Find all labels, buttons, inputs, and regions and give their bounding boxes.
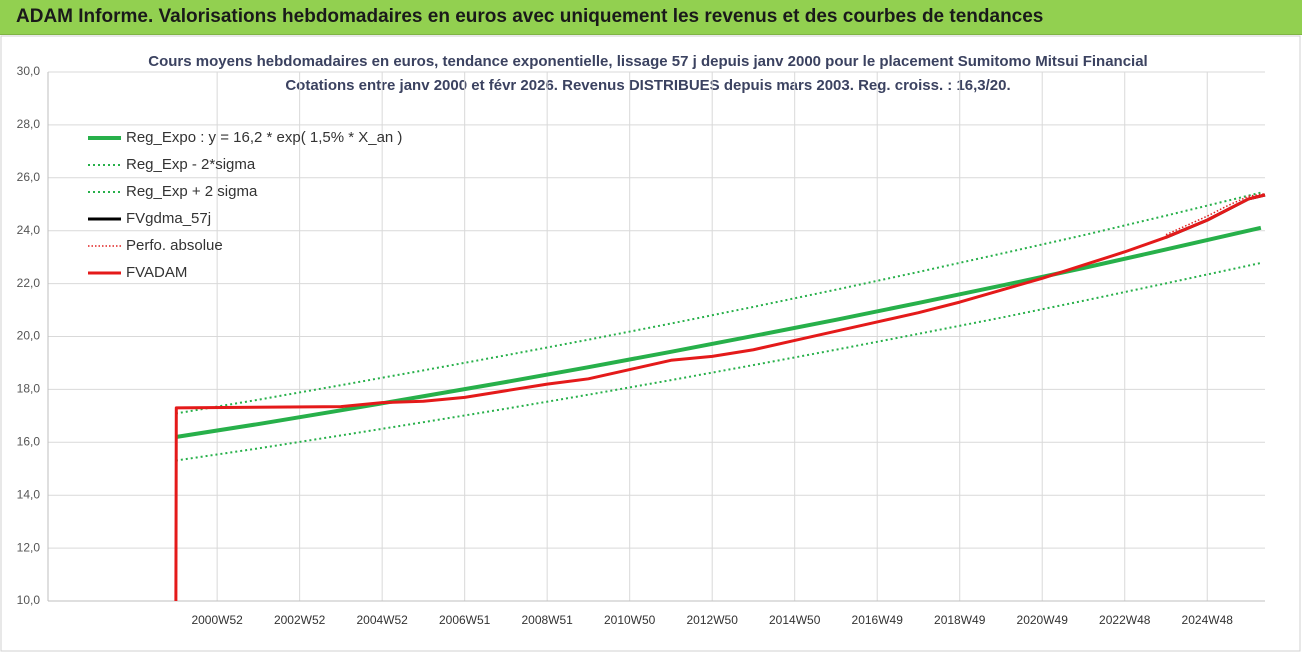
x-tick-label: 2000W52: [191, 613, 243, 627]
x-tick-label: 2020W49: [1017, 613, 1069, 627]
x-tick-label: 2004W52: [356, 613, 408, 627]
header-bar: ADAM Informe. Valorisations hebdomadaire…: [0, 0, 1302, 35]
legend-label: Reg_Exp - 2*sigma: [126, 156, 256, 173]
series-line: [174, 193, 1266, 602]
x-tick-label: 2010W50: [604, 613, 656, 627]
y-tick-label: 20,0: [17, 329, 41, 343]
chart-subtitle: Cotations entre janv 2000 et févr 2026. …: [285, 77, 1010, 94]
x-tick-label: 2008W51: [521, 613, 573, 627]
y-tick-label: 14,0: [17, 487, 41, 501]
y-tick-label: 26,0: [17, 170, 41, 184]
y-tick-label: 12,0: [17, 540, 41, 554]
x-tick-label: 2006W51: [439, 613, 491, 627]
legend-label: Reg_Expo : y = 16,2 * exp( 1,5% * X_an ): [126, 129, 402, 146]
x-tick-label: 2022W48: [1099, 613, 1151, 627]
x-tick-label: 2002W52: [274, 613, 326, 627]
x-tick-label: 2012W50: [687, 613, 739, 627]
x-tick-label: 2014W50: [769, 613, 821, 627]
chart-title: Cours moyens hebdomadaires en euros, ten…: [148, 53, 1147, 70]
x-tick-label: 2018W49: [934, 613, 986, 627]
y-tick-label: 22,0: [17, 276, 41, 290]
y-tick-label: 10,0: [17, 593, 41, 607]
series-line: [175, 191, 1262, 415]
y-tick-label: 28,0: [17, 117, 41, 131]
series-line: [175, 261, 1262, 462]
legend-label: Perfo. absolue: [126, 237, 223, 254]
y-tick-label: 30,0: [17, 64, 41, 78]
x-tick-label: 2024W48: [1182, 613, 1234, 627]
legend-label: Reg_Exp + 2 sigma: [126, 183, 258, 200]
header-title: ADAM Informe. Valorisations hebdomadaire…: [16, 6, 1044, 27]
legend-label: FVADAM: [126, 264, 187, 281]
y-tick-label: 16,0: [17, 434, 41, 448]
legend-label: FVgdma_57j: [126, 210, 211, 227]
chart: Cours moyens hebdomadaires en euros, ten…: [0, 35, 1301, 652]
x-tick-label: 2016W49: [852, 613, 904, 627]
y-tick-label: 18,0: [17, 382, 41, 396]
y-tick-label: 24,0: [17, 223, 41, 237]
